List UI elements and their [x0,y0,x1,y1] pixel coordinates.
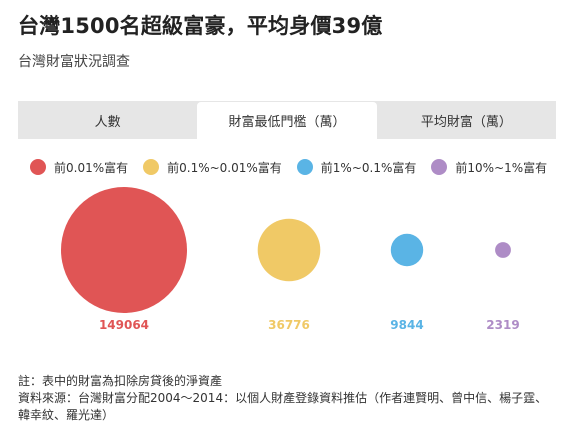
page-title: 台灣1500名超級富豪，平均身價39億 [18,14,383,38]
legend-item-top-10[interactable]: 前10%~1%富有 [431,159,547,176]
bubble-chart: 149064 36776 9844 2319 [61,187,520,332]
legend-item-top-0-1[interactable]: 前0.1%~0.01%富有 [143,159,282,176]
tab-average-wealth[interactable]: 平均財富（萬） [420,114,512,130]
bubble-value-label-1: 149064 [99,318,149,332]
legend-dot-icon [296,159,313,175]
legend-dot-icon [431,159,448,175]
note-definition: 註：表中的財富為扣除房貸後的淨資產 [18,374,223,388]
legend-dot-icon [30,159,46,175]
chart-legend: 前0.01%富有 前0.1%~0.01%富有 前1%~0.1%富有 前10%~1… [30,156,562,178]
bubble-value-label-4: 2319 [486,318,519,332]
note-source: 資料來源：台灣財富分配2004～2014：以個人財產登錄資料推估（作者連賢明、曾… [18,391,548,422]
bubble-2[interactable] [257,218,321,282]
tab-min-wealth-threshold[interactable]: 財富最低門檻（萬） [197,102,377,139]
tab-bar: 人數 財富最低門檻（萬） 平均財富（萬） [18,101,556,139]
legend-item-top-1[interactable]: 前1%~0.1%富有 [296,159,417,176]
chart-notes: 註：表中的財富為扣除房貸後的淨資產 資料來源：台灣財富分配2004～2014：以… [18,373,558,424]
tab-count[interactable]: 人數 [94,114,121,130]
page-subtitle: 台灣財富狀況調查 [18,54,130,70]
bubble-value-label-3: 9844 [390,318,423,332]
legend-label: 前1%~0.1%富有 [320,160,417,175]
legend-item-top-0-01[interactable]: 前0.01%富有 [30,159,128,176]
bubble-value-label-2: 36776 [268,318,310,332]
legend-dot-icon [143,159,160,175]
bubble-1[interactable] [61,187,187,313]
legend-label: 前0.1%~0.01%富有 [167,160,282,175]
legend-label: 前10%~1%富有 [455,160,548,175]
bubble-3[interactable] [390,233,424,267]
bubble-4[interactable] [495,242,511,258]
legend-label: 前0.01%富有 [54,160,129,175]
